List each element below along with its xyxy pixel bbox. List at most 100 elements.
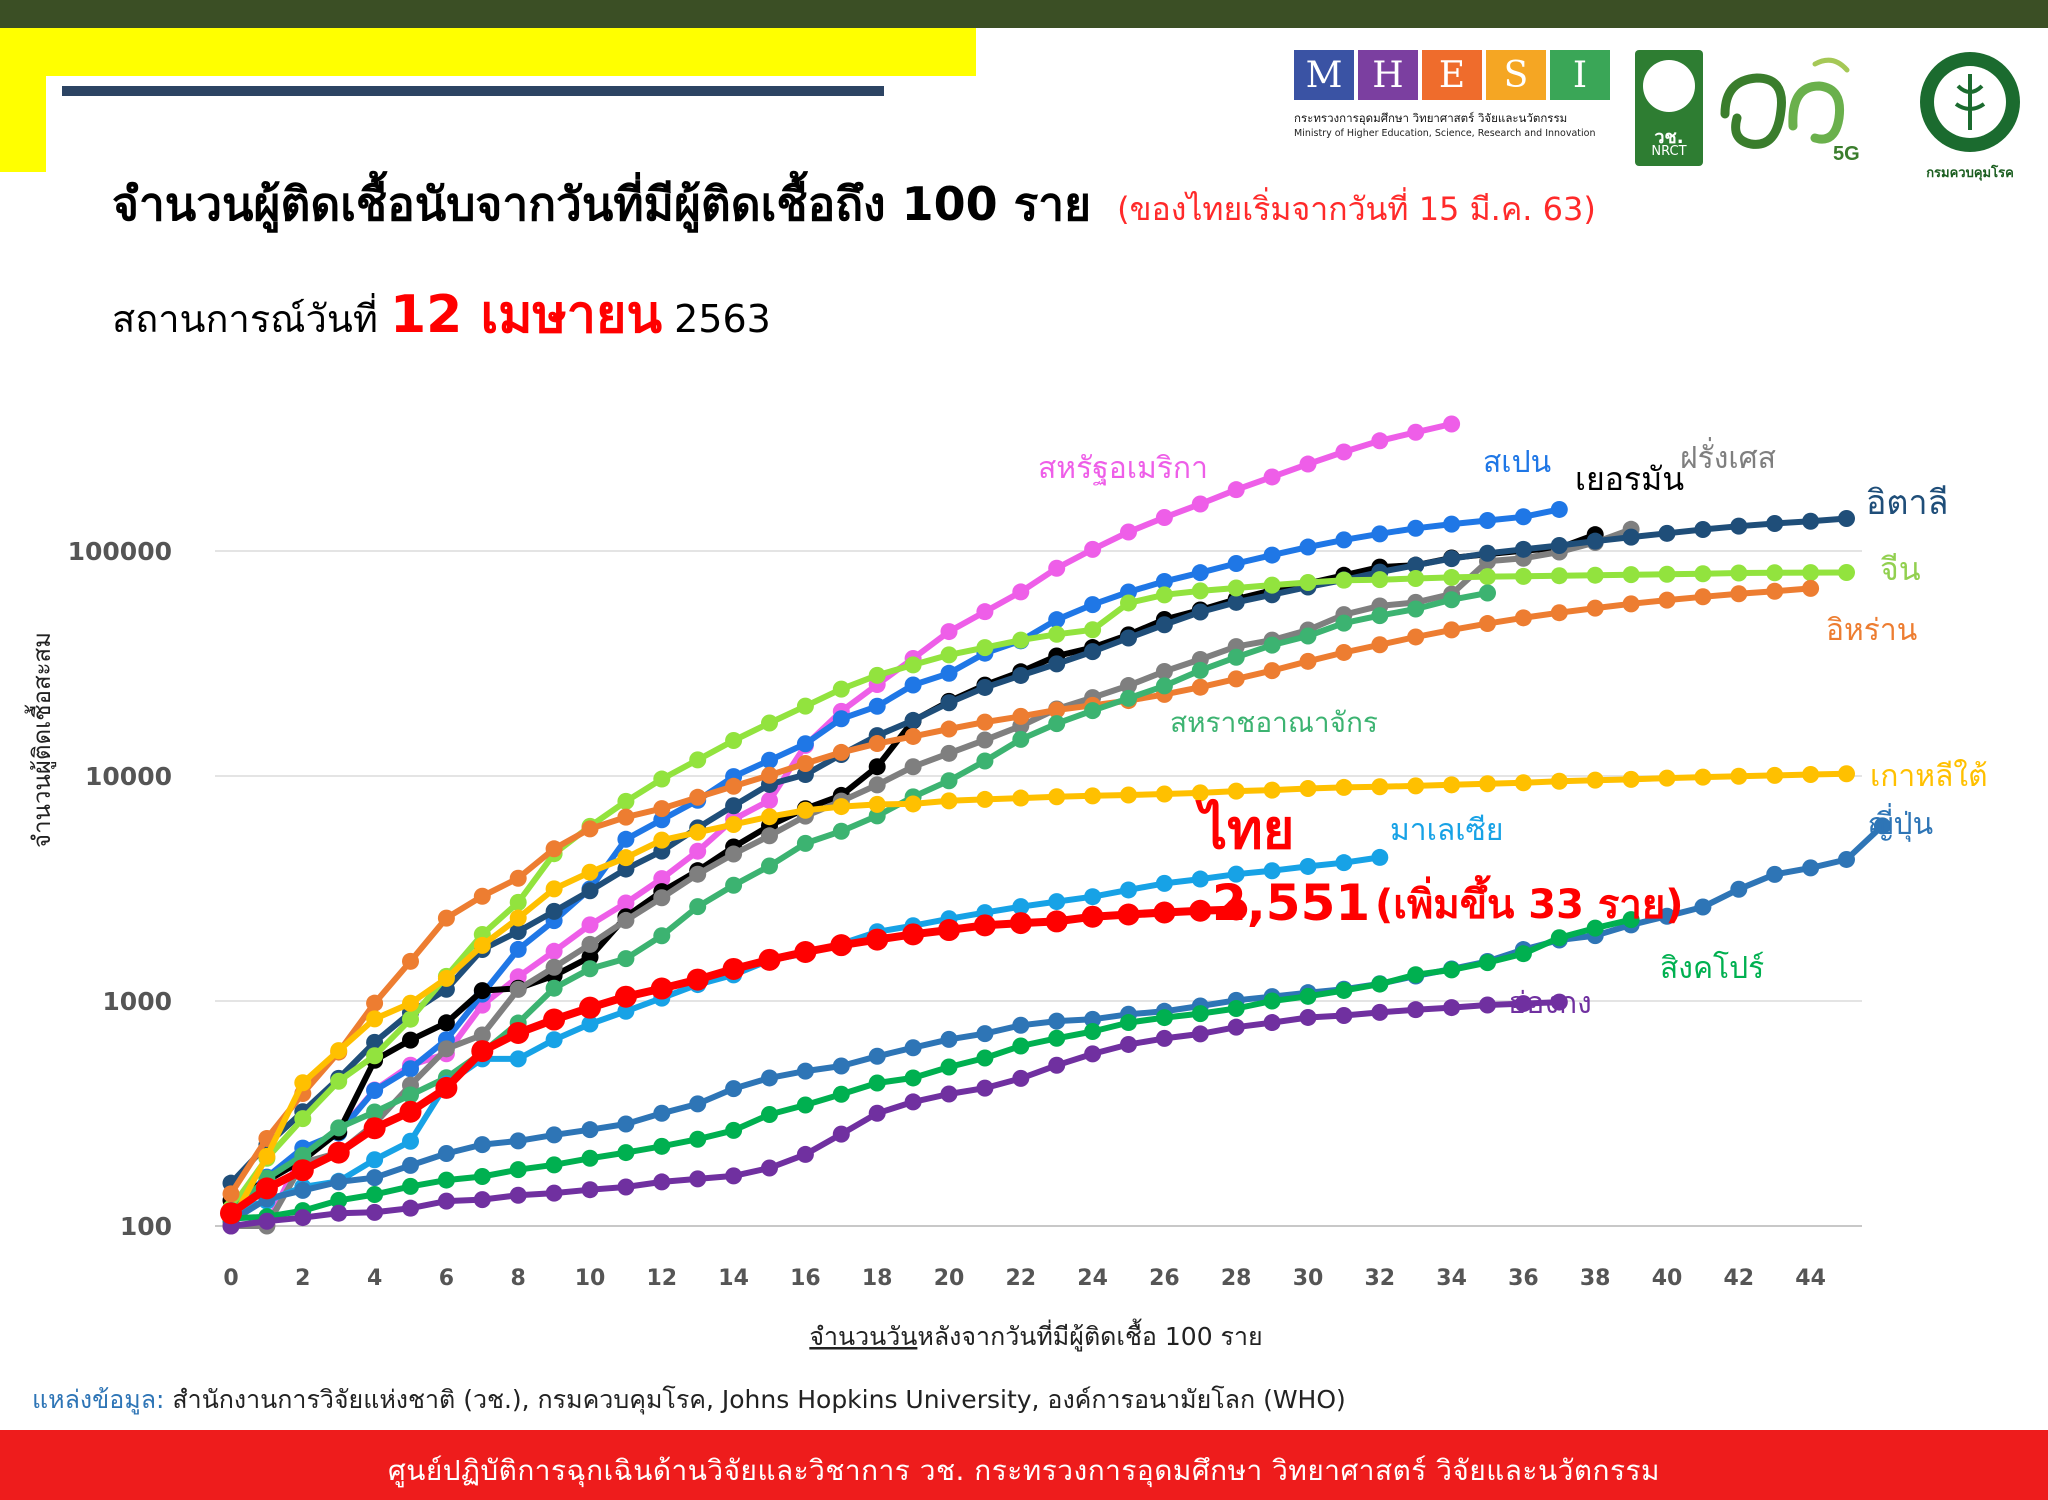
data-point xyxy=(509,893,527,911)
data-point xyxy=(258,1212,276,1230)
data-point xyxy=(725,1167,743,1185)
data-point xyxy=(1479,775,1496,793)
logo-group: M H E S I กระทรวงการอุดมศึกษา วิทยาศาสตร… xyxy=(1290,44,2040,184)
data-point xyxy=(1299,857,1317,875)
data-point xyxy=(1084,540,1102,558)
data-point xyxy=(366,1169,384,1187)
data-point xyxy=(1443,591,1461,609)
data-point xyxy=(545,1126,563,1144)
x-tick-label: 20 xyxy=(934,1266,965,1291)
data-point xyxy=(796,1145,814,1163)
data-point xyxy=(1335,443,1353,461)
data-point xyxy=(366,1033,384,1051)
data-point xyxy=(725,1080,743,1098)
data-point xyxy=(1335,571,1353,589)
data-point xyxy=(1550,536,1568,554)
data-point xyxy=(581,935,599,953)
data-point xyxy=(1873,817,1891,835)
source-label: แหล่งข้อมูล: xyxy=(32,1385,165,1414)
data-point xyxy=(1227,782,1245,800)
data-point xyxy=(653,831,671,849)
data-point xyxy=(1550,567,1568,585)
series-line xyxy=(228,569,1847,1210)
x-axis-label: จำนวนวันหลังจากวันที่มีผู้ติดเชื้อ 100 ร… xyxy=(809,1318,1262,1352)
data-point xyxy=(1048,893,1066,911)
mhesi-thai-name: กระทรวงการอุดมศึกษา วิทยาศาสตร์ วิจัยและ… xyxy=(1294,111,1568,125)
data-point xyxy=(796,834,814,852)
data-point xyxy=(725,845,743,863)
data-point xyxy=(1622,911,1640,929)
moph-label: กรมควบคุมโรค xyxy=(1926,166,2014,181)
data-point xyxy=(1084,1022,1102,1040)
data-point xyxy=(796,1062,814,1080)
data-point xyxy=(1766,582,1784,600)
series-label: เกาหลีใต้ xyxy=(1870,759,1988,794)
series-label: ฮ่องกง xyxy=(1508,986,1592,1021)
x-tick-label: 26 xyxy=(1149,1266,1180,1291)
series-label: ญี่ปุ่น xyxy=(1868,803,1933,843)
data-point xyxy=(327,1141,350,1164)
data-point xyxy=(940,772,958,790)
moph-emblem-icon xyxy=(1920,52,2020,152)
data-point xyxy=(761,1106,778,1124)
data-point xyxy=(1299,574,1317,592)
data-point xyxy=(545,979,563,997)
data-point xyxy=(1227,1018,1245,1036)
data-point xyxy=(1622,595,1640,613)
thailand-increase: (เพิ่มขึ้น 33 ราย) xyxy=(1375,875,1684,928)
top-bar xyxy=(0,0,2048,28)
data-point xyxy=(1048,788,1066,806)
data-point xyxy=(1263,781,1281,799)
data-point xyxy=(1730,564,1748,582)
data-point xyxy=(1155,509,1173,527)
data-point xyxy=(1263,662,1281,680)
x-tick-label: 10 xyxy=(575,1266,606,1291)
yellow-banner xyxy=(0,28,976,76)
data-point xyxy=(832,1085,850,1103)
data-point xyxy=(1153,901,1176,924)
data-point xyxy=(904,758,922,776)
data-point xyxy=(904,795,922,813)
footer-text: ศูนย์ปฏิบัติการฉุกเฉินด้านวิจัยและวิชากา… xyxy=(387,1454,1661,1487)
data-point xyxy=(509,980,527,998)
data-point xyxy=(1407,628,1425,646)
data-point xyxy=(1407,1001,1425,1019)
title-main: จำนวนผู้ติดเชื้อนับจากวันที่มีผู้ติดเชื้… xyxy=(112,177,1092,231)
data-point xyxy=(617,1144,635,1162)
data-point xyxy=(938,919,960,942)
anniversary-5g-label: 5G xyxy=(1833,143,1860,164)
data-point xyxy=(794,941,817,964)
data-point xyxy=(402,1199,419,1217)
data-point xyxy=(581,863,599,881)
data-point xyxy=(1012,583,1030,601)
data-point xyxy=(1120,881,1137,899)
data-point xyxy=(1838,850,1855,868)
yellow-side-banner xyxy=(0,28,46,172)
data-point xyxy=(868,1047,886,1065)
data-point xyxy=(1479,996,1496,1014)
data-point xyxy=(473,1191,491,1209)
data-point xyxy=(1802,765,1820,783)
data-point xyxy=(545,942,563,960)
mhesi-english-name: Ministry of Higher Education, Science, R… xyxy=(1294,128,1596,139)
title-rule xyxy=(62,86,884,96)
data-point xyxy=(581,1015,599,1033)
data-point xyxy=(1335,778,1353,796)
subtitle-prefix: สถานการณ์วันที่ xyxy=(112,297,378,341)
data-point xyxy=(1658,591,1676,609)
data-point xyxy=(617,1178,635,1196)
data-point xyxy=(1407,600,1425,618)
data-point xyxy=(1048,1012,1066,1030)
data-point xyxy=(1155,677,1173,695)
data-point xyxy=(868,735,886,753)
data-point xyxy=(1730,880,1748,898)
data-point xyxy=(1191,678,1209,696)
nrct-logo: วช. NRCT xyxy=(1635,50,1703,166)
data-point xyxy=(1048,625,1066,643)
data-point xyxy=(689,788,707,806)
data-point xyxy=(330,1191,348,1209)
data-point xyxy=(976,639,994,657)
data-point xyxy=(617,1115,635,1133)
data-point xyxy=(1263,468,1281,486)
data-point xyxy=(1227,555,1245,573)
